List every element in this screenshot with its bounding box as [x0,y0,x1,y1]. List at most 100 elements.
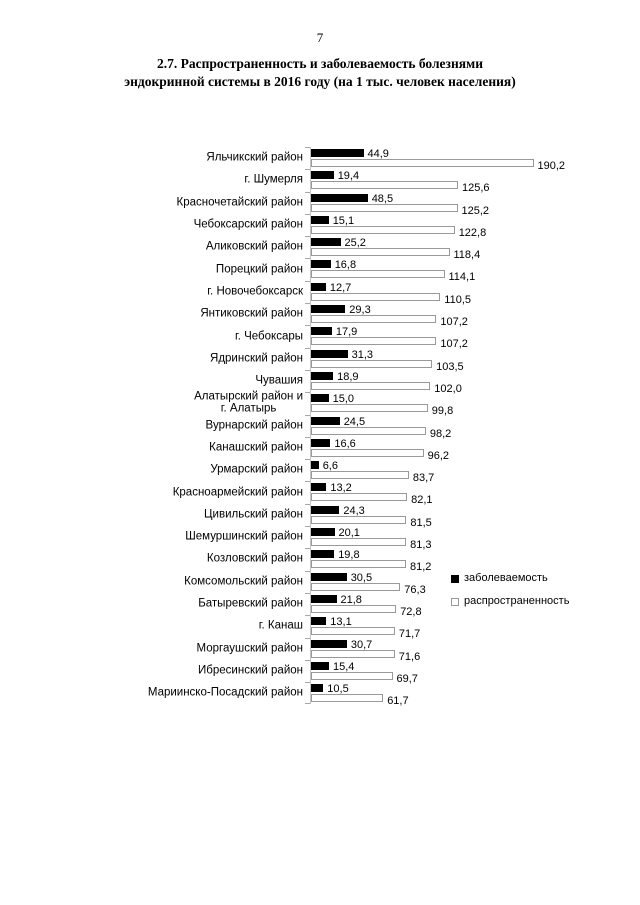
prevalence-bar [311,671,393,680]
axis-tick [305,436,310,438]
chart-plot-area: Яльчикский район 44,9 190,2 г. Шумерля 1… [0,147,640,708]
prevalence-value-label: 83,7 [412,472,435,485]
axis-tick [305,615,310,617]
prevalence-value-label: 71,7 [398,628,421,641]
chart-row: Урмарский район 6,6 83,7 [0,459,640,485]
axis-tick [305,570,310,572]
prevalence-value-label: 61,7 [387,695,409,708]
category-label: Комсомольский район [0,576,303,588]
filled-square-icon [451,574,459,583]
chart-row: Мариинско-Посадский район 10,5 61,7 [0,682,640,708]
prevalence-value-label: 125,6 [462,182,490,195]
chart-row: Порецкий район 16,8 114,1 [0,258,640,284]
prevalence-bar [311,560,406,569]
incidence-value-label: 20,1 [338,527,360,540]
axis-tick [305,526,310,528]
incidence-value-label: 44,9 [367,148,389,160]
prevalence-value-label: 107,2 [440,338,468,351]
prevalence-value-label: 190,2 [537,160,566,172]
incidence-bar [311,282,326,291]
category-label-text: Красночетайский район [176,195,303,208]
prevalence-bar [311,159,534,167]
category-label: г. Новочебоксарск [0,286,303,298]
axis-tick [305,481,310,483]
incidence-bar [311,371,334,380]
axis-tick [305,392,310,394]
category-label-text: Чебоксарский район [193,218,303,231]
category-axis-line [310,147,311,705]
incidence-bar [311,483,327,492]
category-label: Красноармейский район [0,485,303,499]
category-label-text: Батыревский район [198,597,303,610]
incidence-value-label: 15,1 [332,214,355,227]
incidence-bar [311,572,347,581]
chart-row: Ибресинский район 15,4 69,7 [0,659,640,685]
category-label-text: Красноармейский район [172,485,303,498]
prevalence-bar [311,381,431,390]
chart-row: г. Шумерля 19,4 125,6 [0,169,640,195]
prevalence-value-label: 82,1 [411,494,433,507]
incidence-value-label: 48,5 [371,192,394,205]
prevalence-bar [311,493,408,502]
incidence-bar [311,505,340,514]
category-label-text: Яльчикский район [206,151,303,164]
chart-row: Моргаушский район 30,7 71,6 [0,637,640,662]
prevalence-value-label: 76,3 [404,583,426,596]
chart-row: Канашский район 16,6 96,2 [0,436,640,461]
category-label-text: Янтиковский район [200,307,303,320]
axis-tick [305,703,310,705]
chart-row: Янтиковский район 29,3 107,2 [0,303,640,328]
axis-tick [305,503,310,505]
incidence-bar [311,327,332,336]
category-label: Вурнарский район [0,419,304,432]
prevalence-value-label: 125,2 [461,204,490,217]
chart-row: г. Чебоксары 17,9 107,2 [0,325,640,351]
category-label: Чебоксарский район [0,219,303,231]
prevalence-bar [311,627,395,636]
category-label: Ибресинский район [0,665,303,677]
chart-row: Красночетайский район 48,5 125,2 [0,191,640,217]
incidence-bar [311,617,327,626]
legend: заболеваемость распространенность [451,573,569,619]
category-label: Батыревский район [0,598,303,610]
category-label: Ядринский район [0,353,303,365]
chart-row: Вурнарский район 24,5 98,2 [0,414,640,439]
category-label-text: Козловский район [206,552,303,565]
chart-title-line2: эндокринной системы в 2016 году (на 1 ты… [124,74,516,89]
axis-tick [305,682,310,684]
prevalence-bar [311,181,458,190]
prevalence-bar [311,582,401,591]
incidence-bar [311,349,348,358]
prevalence-bar [311,515,407,524]
incidence-value-label: 16,8 [334,259,357,272]
prevalence-bar [311,359,433,368]
prevalence-value-label: 69,7 [396,672,418,685]
category-label: Урмарский район [0,464,303,477]
incidence-value-label: 25,2 [344,237,366,250]
chart-row: Ядринский район 31,3 103,5 [0,347,640,372]
prevalence-bar [311,225,455,234]
incidence-bar [311,416,340,425]
chart-row: Козловский район 19,8 81,2 [0,548,640,573]
prevalence-value-label: 72,8 [400,605,422,618]
category-label: Шемуршинский район [0,531,303,543]
prevalence-bar [311,292,441,301]
category-label-text: Порецкий район [215,262,303,275]
axis-tick [305,459,310,461]
prevalence-value-label: 114,1 [448,271,476,284]
incidence-bar [311,594,337,603]
axis-tick [305,147,310,148]
prevalence-bar [311,404,428,413]
incidence-value-label: 29,3 [349,304,371,317]
axis-tick [305,659,310,661]
category-label-text: г. Чебоксары [234,329,303,342]
axis-tick [305,637,310,639]
incidence-value-label: 30,5 [350,571,373,584]
legend-item-prevalence: распространенность [451,596,569,607]
category-label-text: Шемуршинский район [185,530,303,543]
incidence-bar [311,149,364,157]
chart-row: г. Новочебоксарск 12,7 110,5 [0,280,640,305]
incidence-value-label: 13,1 [330,616,352,629]
prevalence-bar [311,315,437,324]
